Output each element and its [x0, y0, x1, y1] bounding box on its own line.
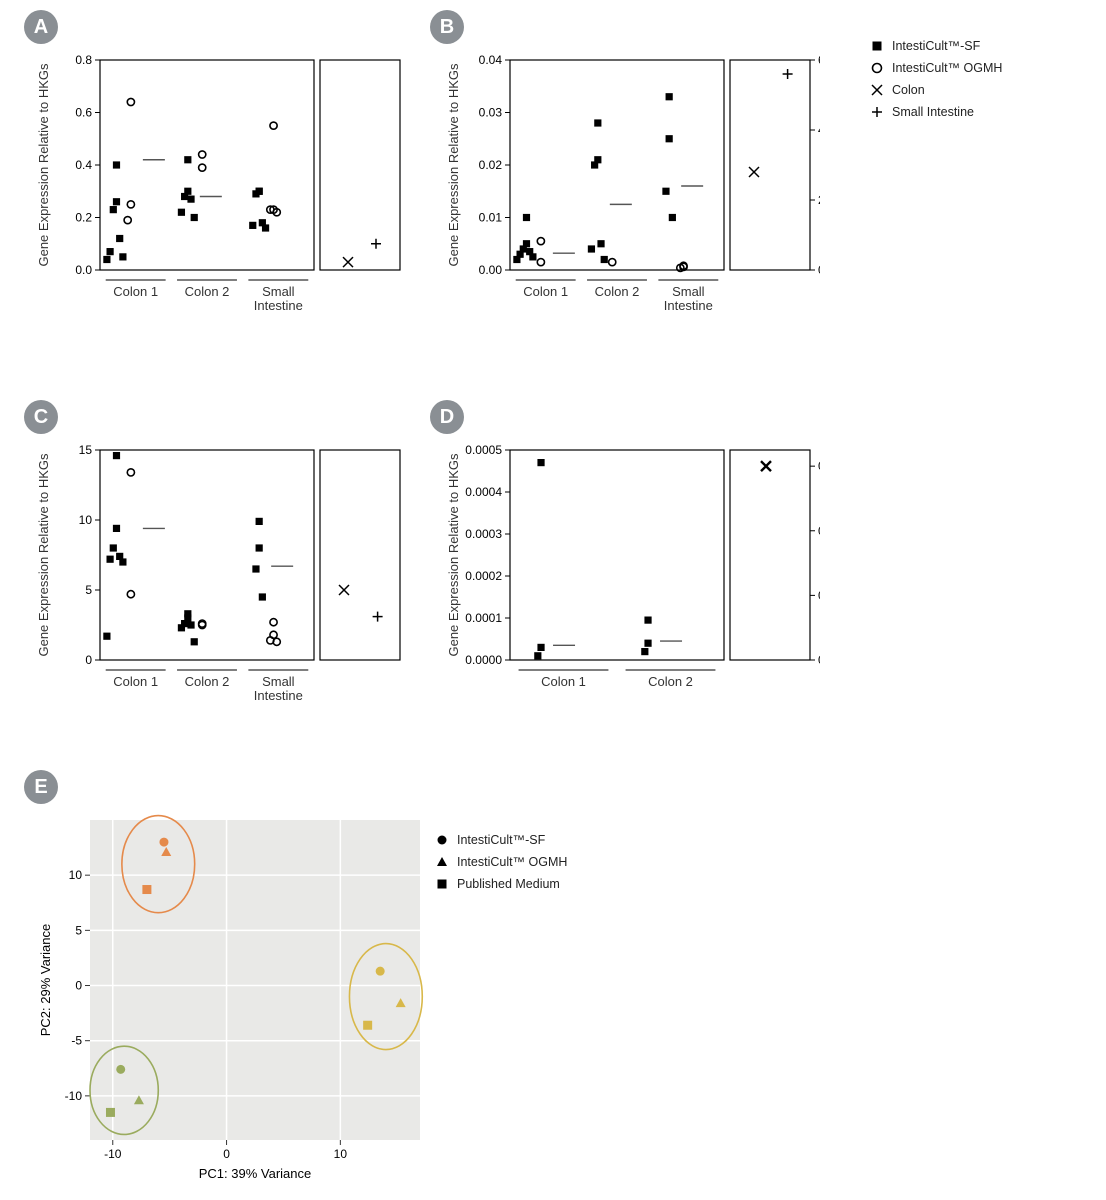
category-label: Intestine [664, 298, 713, 313]
svg-text:0.03: 0.03 [479, 106, 503, 120]
category-label: Colon 1 [113, 674, 158, 689]
svg-text:4: 4 [818, 123, 820, 137]
svg-text:0.8: 0.8 [75, 53, 92, 67]
legend-label: IntestiCult™ OGMH [457, 852, 567, 872]
svg-text:15: 15 [79, 443, 93, 457]
category-label: Small [672, 284, 705, 299]
svg-text:0.0003: 0.0003 [465, 527, 502, 541]
svg-text:6: 6 [818, 53, 820, 67]
legend-label: Published Medium [457, 874, 560, 894]
svg-text:PC1: 39% Variance: PC1: 39% Variance [199, 1166, 312, 1181]
svg-text:10: 10 [334, 1147, 348, 1161]
plus-icon [870, 105, 884, 119]
svg-text:0.4: 0.4 [75, 158, 92, 172]
panel-D: 0.0000 0.0001 0.0002 0.0003 0.0004 0.0005 Gene… [440, 420, 820, 720]
legend-label: Small Intestine [892, 102, 974, 122]
legend-top: IntestiCult™-SFIntestiCult™ OGMHColonSma… [870, 36, 1002, 124]
category-label: Colon 2 [185, 674, 230, 689]
svg-text:10: 10 [69, 868, 83, 882]
svg-text:0.0: 0.0 [818, 588, 820, 602]
svg-text:0: 0 [75, 979, 82, 993]
svg-text:0.02: 0.02 [479, 158, 503, 172]
svg-text:5: 5 [85, 583, 92, 597]
category-label: Colon 2 [595, 284, 640, 299]
svg-text:0.2: 0.2 [75, 211, 92, 225]
panel-B: 0.00 0.01 0.02 0.03 0.04 Gene Expression Rela… [440, 30, 820, 330]
filled_triangle-icon [435, 855, 449, 869]
svg-text:0.01: 0.01 [479, 211, 503, 225]
svg-text:Gene Expression Relative to HK: Gene Expression Relative to HKGs [36, 63, 51, 267]
category-label: Colon 2 [648, 674, 693, 689]
category-label: Intestine [254, 688, 303, 703]
svg-text:-10: -10 [65, 1089, 83, 1103]
legend-item: Published Medium [435, 874, 567, 894]
filled_square-icon [435, 877, 449, 891]
svg-text:0.0: 0.0 [75, 263, 92, 277]
legend-label: IntestiCult™-SF [457, 830, 545, 850]
svg-text:10: 10 [79, 513, 93, 527]
filled_square-icon [870, 39, 884, 53]
legend-item: IntestiCult™ OGMH [435, 852, 567, 872]
category-label: Intestine [254, 298, 303, 313]
legend-pca: IntestiCult™-SFIntestiCult™ OGMHPublishe… [435, 830, 567, 896]
category-label: Small [262, 284, 295, 299]
x-icon [870, 83, 884, 97]
category-label: Colon 1 [523, 284, 568, 299]
svg-text:0.0002: 0.0002 [465, 569, 502, 583]
svg-text:0.0000: 0.0000 [465, 653, 502, 667]
svg-text:0: 0 [223, 1147, 230, 1161]
svg-text:0.00: 0.00 [479, 263, 503, 277]
legend-item: Colon [870, 80, 1002, 100]
legend-item: IntestiCult™-SF [435, 830, 567, 850]
legend-label: IntestiCult™-SF [892, 36, 980, 56]
svg-text:-10: -10 [104, 1147, 122, 1161]
category-label: Small [262, 674, 295, 689]
svg-text:Gene Expression Relative to HK: Gene Expression Relative to HKGs [446, 63, 461, 267]
legend-item: Small Intestine [870, 102, 1002, 122]
panel-badge-E: E [24, 770, 58, 804]
legend-label: IntestiCult™ OGMH [892, 58, 1002, 78]
legend-item: IntestiCult™-SF [870, 36, 1002, 56]
svg-text:Gene Expression Relative to HK: Gene Expression Relative to HKGs [36, 453, 51, 657]
svg-text:PC2: 29% Variance: PC2: 29% Variance [38, 924, 53, 1037]
svg-text:-5: -5 [71, 1034, 82, 1048]
open_circle-icon [870, 61, 884, 75]
legend-label: Colon [892, 80, 925, 100]
category-label: Colon 1 [541, 674, 586, 689]
svg-text:0.0: 0.0 [818, 653, 820, 667]
svg-text:0.0005: 0.0005 [465, 443, 502, 457]
category-label: Colon 2 [185, 284, 230, 299]
svg-text:0.0: 0.0 [818, 524, 820, 538]
svg-text:0.0001: 0.0001 [465, 611, 502, 625]
category-label: Colon 1 [113, 284, 158, 299]
svg-text:2: 2 [818, 193, 820, 207]
svg-text:0.1: 0.1 [818, 459, 820, 473]
svg-text:5: 5 [75, 923, 82, 937]
svg-text:0.0004: 0.0004 [465, 485, 502, 499]
panel-A: 0.0 0.2 0.4 0.6 0.8 Gene Expression Relative … [30, 30, 410, 330]
filled_circle-icon [435, 833, 449, 847]
svg-text:0.6: 0.6 [75, 106, 92, 120]
svg-text:0.04: 0.04 [479, 53, 503, 67]
svg-text:0: 0 [85, 653, 92, 667]
panel-C: 0 5 10 15 Gene Expression Relative to HKGs Co… [30, 420, 410, 720]
svg-text:Gene Expression Relative to HK: Gene Expression Relative to HKGs [446, 453, 461, 657]
svg-text:0: 0 [818, 263, 820, 277]
legend-item: IntestiCult™ OGMH [870, 58, 1002, 78]
panel-E: -10 0 10 -10 -5 0 5 10 PC1: 39% Variance PC2: 29%… [30, 800, 430, 1190]
